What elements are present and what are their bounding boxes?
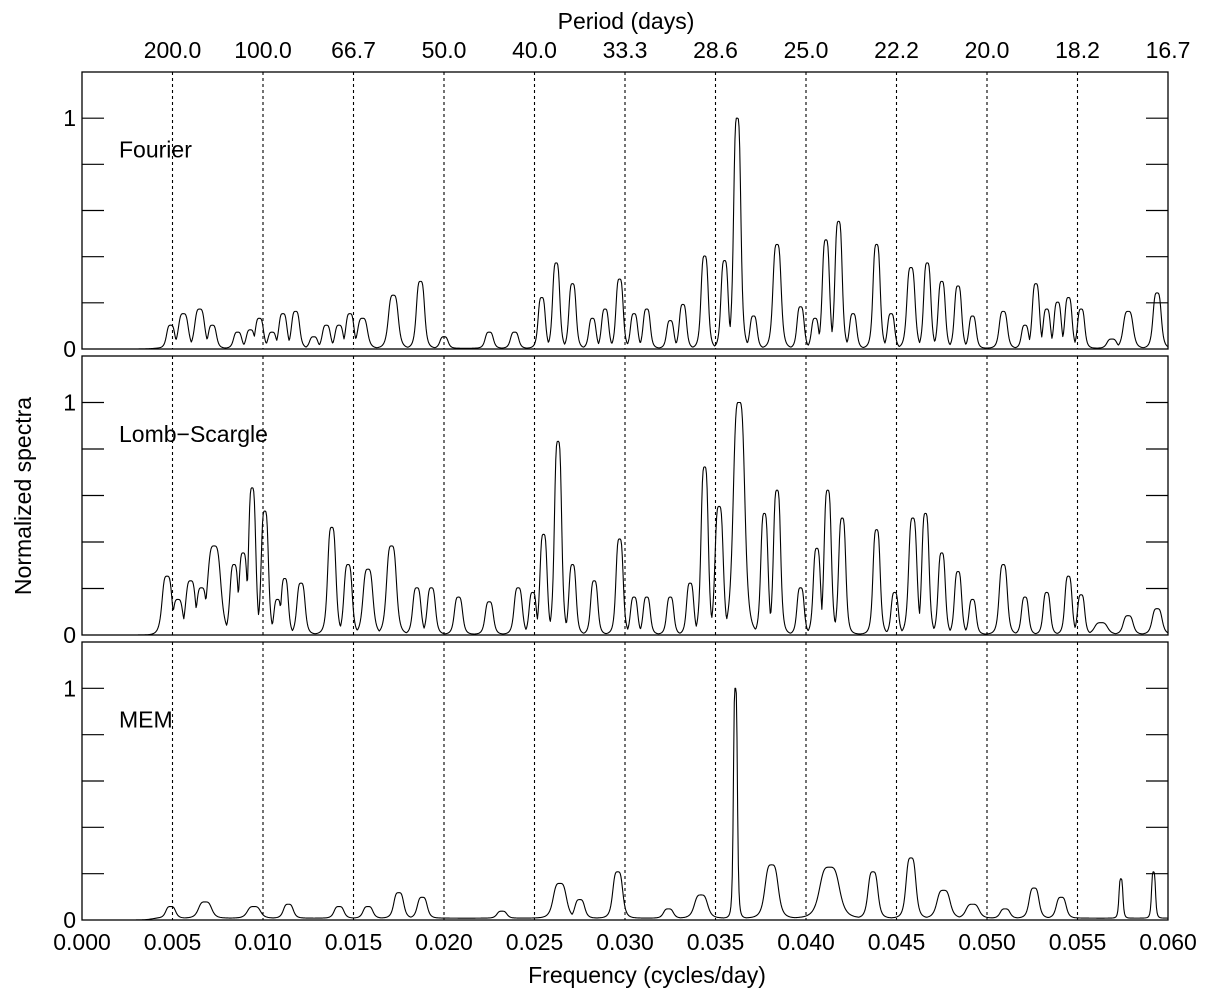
spectrum-curves xyxy=(82,117,1169,921)
panel-label: Lomb−Scargle xyxy=(119,421,268,447)
top-tick-label: 66.7 xyxy=(331,37,376,63)
x-tick-label: 0.035 xyxy=(687,929,745,955)
top-tick-label: 200.0 xyxy=(144,37,202,63)
panel-label: MEM xyxy=(119,707,173,733)
x-tick-label: 0.005 xyxy=(144,929,202,955)
y-tick-label: 0 xyxy=(63,622,76,648)
spectrum-fourier xyxy=(82,117,1169,350)
top-tick-label: 20.0 xyxy=(965,37,1010,63)
top-tick-label: 16.7 xyxy=(1146,37,1191,63)
panel-label: Fourier xyxy=(119,136,192,162)
top-tick-label: 28.6 xyxy=(693,37,738,63)
y-tick-label: 0 xyxy=(63,907,76,933)
top-tick-label: 25.0 xyxy=(784,37,829,63)
y-tick-label: 0 xyxy=(63,336,76,362)
axis-labels: 0 1 Fourier 0 1 Lomb−Scargle 0 1 MEM 0.000 0.005 0.… xyxy=(10,8,1197,988)
top-axis-title: Period (days) xyxy=(558,8,695,34)
x-tick-label: 0.015 xyxy=(325,929,383,955)
x-tick-label: 0.045 xyxy=(868,929,926,955)
x-tick-label: 0.025 xyxy=(506,929,564,955)
x-tick-label: 0.030 xyxy=(596,929,654,955)
top-tick-label: 40.0 xyxy=(512,37,557,63)
x-tick-label: 0.055 xyxy=(1049,929,1107,955)
top-tick-label: 100.0 xyxy=(234,37,292,63)
axis-ticks xyxy=(82,117,1168,875)
y-axis-title: Normalized spectra xyxy=(10,397,36,595)
x-tick-label: 0.000 xyxy=(53,929,111,955)
x-axis-title: Frequency (cycles/day) xyxy=(528,962,766,988)
y-tick-label: 1 xyxy=(63,675,76,701)
x-tick-label: 0.050 xyxy=(958,929,1016,955)
y-tick-label: 1 xyxy=(63,105,76,131)
spectrum-mem xyxy=(82,687,1168,921)
y-tick-label: 1 xyxy=(63,390,76,416)
x-tick-label: 0.020 xyxy=(415,929,473,955)
x-tick-label: 0.060 xyxy=(1139,929,1197,955)
top-tick-label: 22.2 xyxy=(874,37,919,63)
top-tick-label: 18.2 xyxy=(1055,37,1100,63)
x-tick-label: 0.010 xyxy=(234,929,292,955)
spectrum-lomb-scargle xyxy=(82,401,1169,636)
top-tick-label: 50.0 xyxy=(422,37,467,63)
dashed-gridlines xyxy=(171,72,1079,920)
x-tick-label: 0.040 xyxy=(777,929,835,955)
top-tick-label: 33.3 xyxy=(603,37,648,63)
